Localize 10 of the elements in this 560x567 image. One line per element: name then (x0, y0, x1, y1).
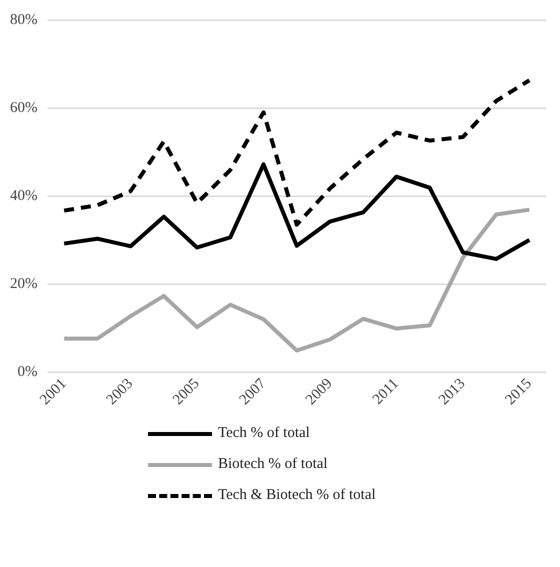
x-tick-label: 2011 (370, 376, 402, 408)
legend-label: Tech % of total (218, 425, 310, 442)
legend-label: Tech & Biotech % of total (218, 487, 376, 504)
y-tick-label: 0% (17, 364, 38, 380)
y-tick-label: 60% (10, 100, 38, 116)
legend-label: Biotech % of total (218, 456, 328, 473)
y-tick-label: 40% (10, 188, 38, 204)
y-tick-label: 80% (10, 12, 38, 28)
line-series (62, 78, 532, 227)
y-tick-label: 20% (10, 276, 38, 292)
